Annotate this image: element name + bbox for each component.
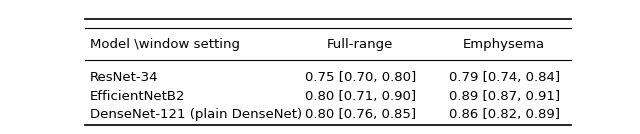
Text: EfficientNetB2: EfficientNetB2 — [90, 90, 186, 103]
Text: Emphysema: Emphysema — [463, 38, 545, 51]
Text: 0.75 [0.70, 0.80]: 0.75 [0.70, 0.80] — [305, 71, 416, 85]
Text: 0.80 [0.76, 0.85]: 0.80 [0.76, 0.85] — [305, 108, 416, 121]
Text: 0.80 [0.71, 0.90]: 0.80 [0.71, 0.90] — [305, 90, 416, 103]
Text: ResNet-34: ResNet-34 — [90, 71, 159, 85]
Text: Full-range: Full-range — [327, 38, 394, 51]
Text: 0.86 [0.82, 0.89]: 0.86 [0.82, 0.89] — [449, 108, 559, 121]
Text: 0.79 [0.74, 0.84]: 0.79 [0.74, 0.84] — [449, 71, 559, 85]
Text: Model \window setting: Model \window setting — [90, 38, 240, 51]
Text: 0.89 [0.87, 0.91]: 0.89 [0.87, 0.91] — [449, 90, 559, 103]
Text: DenseNet-121 (plain DenseNet): DenseNet-121 (plain DenseNet) — [90, 108, 302, 121]
